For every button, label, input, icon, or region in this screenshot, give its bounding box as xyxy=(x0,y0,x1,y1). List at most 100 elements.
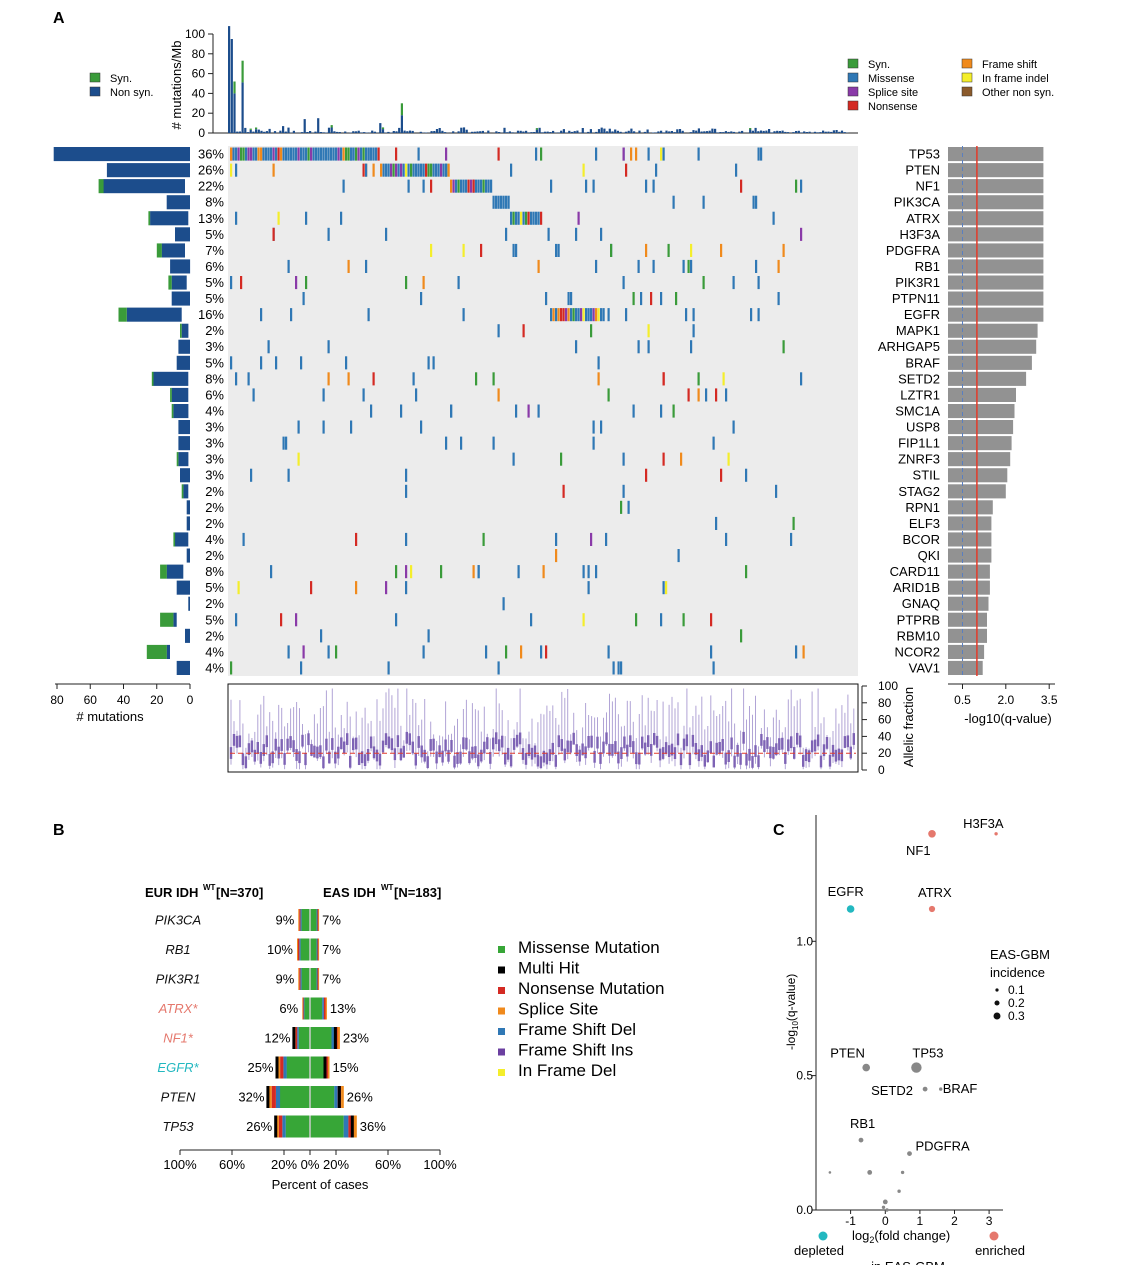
mutation-tile xyxy=(320,629,323,643)
gene-name-label: H3F3A xyxy=(900,227,941,242)
allelic-box xyxy=(521,748,525,760)
mutation-count-bar-nonsyn xyxy=(166,195,190,210)
allelic-box xyxy=(423,749,426,762)
mutation-burden-bar xyxy=(538,127,541,133)
mutation-tile xyxy=(647,147,650,161)
mutation-tile xyxy=(380,163,383,177)
mutation-tile xyxy=(412,163,415,177)
left-axis-title: # mutations xyxy=(76,709,144,724)
mutation-burden-bar xyxy=(749,129,752,133)
volcano-point xyxy=(897,1189,901,1193)
mutation-burden-bar xyxy=(287,127,290,133)
volcano-point xyxy=(885,1208,889,1212)
allelic-box xyxy=(715,742,718,755)
eas-bar-segment xyxy=(316,938,318,961)
mutation-burden-bar xyxy=(314,131,317,133)
mutation-tile xyxy=(420,420,423,434)
eur-bar-multihit xyxy=(275,1056,279,1079)
mutation-tile xyxy=(405,565,408,579)
mutation-tile xyxy=(645,468,648,482)
mutation-tile xyxy=(592,436,595,450)
mutation-count-bar-nonsyn xyxy=(173,612,177,627)
allelic-box xyxy=(688,753,692,766)
mutation-tile xyxy=(347,372,350,386)
allelic-box xyxy=(372,746,376,759)
qvalue-bar xyxy=(948,307,1044,322)
mutation-tile xyxy=(637,259,640,273)
mutation-tile xyxy=(405,276,408,290)
mutation-burden-bar xyxy=(651,132,655,133)
mutation-count-bar-syn xyxy=(176,452,179,467)
mutation-burden-bar xyxy=(363,132,366,133)
eur-bar-segment xyxy=(298,938,300,961)
mutation-burden-bar xyxy=(552,130,555,133)
mutation-tile xyxy=(497,195,500,209)
allelic-box xyxy=(405,731,408,744)
gene-frequency-label: 5% xyxy=(205,291,224,306)
allelic-box xyxy=(492,737,495,750)
allelic-box xyxy=(429,739,432,751)
mutation-tile xyxy=(637,340,640,354)
mutation-count-bar-syn xyxy=(146,644,167,659)
mutation-tile xyxy=(677,549,680,563)
mutation-tile xyxy=(480,179,483,193)
eur-bar-segment xyxy=(298,909,300,931)
mutation-tile xyxy=(757,276,760,290)
mutation-burden-bar xyxy=(541,132,544,133)
mutation-tile xyxy=(405,484,408,498)
volcano-point xyxy=(867,1170,873,1175)
mutation-tile xyxy=(300,661,303,675)
mutation-tile xyxy=(597,308,600,322)
mutation-tile xyxy=(342,147,345,161)
mutation-tile xyxy=(325,147,328,161)
mutation-tile xyxy=(802,645,805,659)
allelic-box xyxy=(432,738,435,751)
mutation-tile xyxy=(660,404,663,418)
mutation-burden-bar xyxy=(533,132,536,133)
mutation-tile xyxy=(320,147,323,161)
mutation-count-bar-nonsyn xyxy=(53,147,191,162)
allelic-box xyxy=(796,732,799,745)
mutation-tile xyxy=(577,308,580,322)
legend-nonsyn-label: Non syn. xyxy=(110,87,153,99)
allelic-box xyxy=(623,736,626,749)
allelic-box xyxy=(545,752,549,765)
qvalue-bar xyxy=(948,516,992,531)
mutation-tile xyxy=(590,308,593,322)
mutation-tile xyxy=(550,179,553,193)
mutation-count-bar-nonsyn xyxy=(126,307,182,322)
b-legend-swatch xyxy=(498,1028,505,1035)
eur-bar-segment xyxy=(286,1056,310,1079)
mutation-burden-bar xyxy=(581,128,584,133)
volcano-point xyxy=(862,1063,870,1072)
allelic-box xyxy=(617,751,620,764)
legend-type-swatch xyxy=(847,72,859,83)
eur-bar-segment xyxy=(299,938,301,961)
allelic-box xyxy=(676,733,680,746)
mutation-tile xyxy=(585,179,588,193)
mutation-tile xyxy=(690,243,693,257)
mutation-count-bar-nonsyn xyxy=(171,291,190,306)
allelic-box xyxy=(453,755,456,768)
mutation-tile xyxy=(617,661,620,675)
c-x-tick-label: 1 xyxy=(917,1214,924,1228)
eur-bar-segment xyxy=(295,1027,298,1049)
gene-frequency-label: 5% xyxy=(205,355,224,370)
b-axis-tick-label: 60% xyxy=(219,1157,245,1172)
allelic-box xyxy=(253,749,256,762)
allelic-box xyxy=(360,751,364,764)
gene-name-label: SMC1A xyxy=(895,404,940,419)
mutation-tile xyxy=(517,211,520,225)
mutation-burden-bar xyxy=(606,131,609,133)
eas-bar-segment xyxy=(327,1056,330,1079)
eas-bar-segment xyxy=(322,997,324,1020)
mutation-tile xyxy=(535,211,538,225)
mutation-tile xyxy=(660,147,663,161)
b-legend-label: In Frame Del xyxy=(518,1061,616,1080)
allelic-box xyxy=(247,743,251,755)
mutation-burden-bar xyxy=(306,132,309,133)
mutation-tile xyxy=(795,645,798,659)
mutation-burden-bar xyxy=(309,131,312,133)
eur-bar-segment xyxy=(276,1115,279,1138)
b-legend-label: Missense Mutation xyxy=(518,938,660,957)
